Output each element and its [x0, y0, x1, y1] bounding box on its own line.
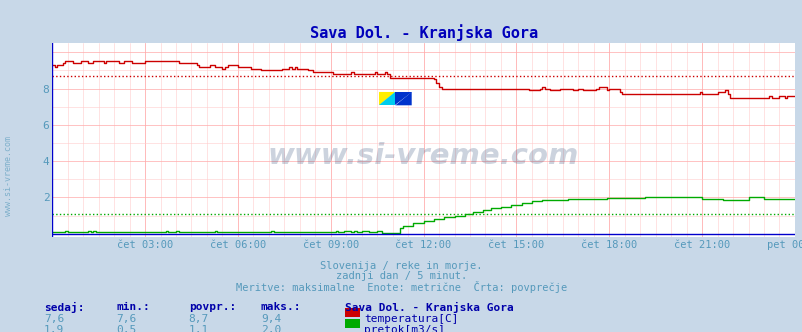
Text: 7,6: 7,6 — [44, 314, 64, 324]
Text: temperatura[C]: temperatura[C] — [363, 314, 458, 324]
Text: zadnji dan / 5 minut.: zadnji dan / 5 minut. — [335, 271, 467, 281]
Text: min.:: min.: — [116, 302, 150, 312]
Title: Sava Dol. - Kranjska Gora: Sava Dol. - Kranjska Gora — [309, 24, 537, 41]
Text: www.si-vreme.com: www.si-vreme.com — [4, 136, 14, 216]
Polygon shape — [379, 92, 395, 105]
Text: Slovenija / reke in morje.: Slovenija / reke in morje. — [320, 261, 482, 271]
Text: povpr.:: povpr.: — [188, 302, 236, 312]
Text: sedaj:: sedaj: — [44, 302, 84, 313]
Text: maks.:: maks.: — [261, 302, 301, 312]
Text: 9,4: 9,4 — [261, 314, 281, 324]
Text: 7,6: 7,6 — [116, 314, 136, 324]
Text: 1,1: 1,1 — [188, 325, 209, 332]
Text: Sava Dol. - Kranjska Gora: Sava Dol. - Kranjska Gora — [345, 302, 513, 313]
Text: 0,5: 0,5 — [116, 325, 136, 332]
Polygon shape — [395, 92, 411, 105]
Text: 8,7: 8,7 — [188, 314, 209, 324]
Text: pretok[m3/s]: pretok[m3/s] — [363, 325, 444, 332]
Text: Meritve: maksimalne  Enote: metrične  Črta: povprečje: Meritve: maksimalne Enote: metrične Črta… — [236, 281, 566, 292]
Text: 2,0: 2,0 — [261, 325, 281, 332]
Text: 1,9: 1,9 — [44, 325, 64, 332]
Polygon shape — [379, 92, 395, 105]
Polygon shape — [395, 92, 411, 105]
Text: www.si-vreme.com: www.si-vreme.com — [268, 142, 578, 170]
